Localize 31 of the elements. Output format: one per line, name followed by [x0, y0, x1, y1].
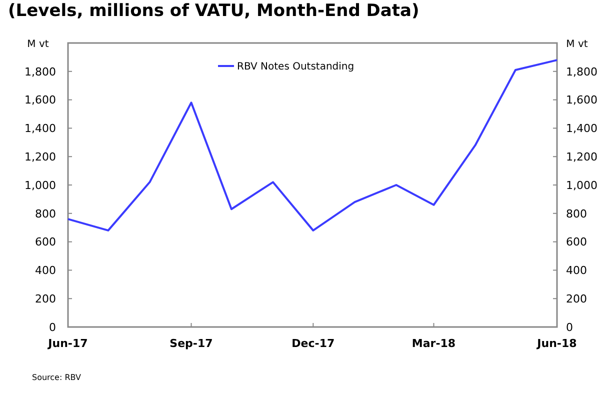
y2-tick-label: 1,800	[566, 65, 598, 78]
y2-tick-label: 200	[566, 292, 587, 306]
y-tick-label: 1,200	[24, 150, 56, 164]
y2-tick-label: 600	[566, 236, 587, 249]
y-tick-label: 1,800	[24, 65, 56, 78]
y2-tick-label: 0	[566, 320, 573, 334]
x-tick-label: Mar-18	[412, 337, 456, 350]
source-note: Source: RBV	[32, 373, 82, 382]
y2-axis-title: M vt	[566, 39, 588, 50]
x-tick-label: Jun-17	[47, 337, 88, 350]
x-tick-label: Sep-17	[170, 337, 213, 350]
y-tick-label: 200	[35, 292, 56, 306]
y-tick-label: 800	[35, 207, 56, 220]
y2-tick-label: 1,600	[566, 94, 598, 107]
line-series	[67, 59, 558, 232]
y-tick-label: 600	[35, 236, 56, 249]
x-tick-label: Dec-17	[292, 337, 335, 350]
y2-tick-label: 400	[566, 264, 587, 278]
chart-title: (Levels, millions of VATU, Month-End Data)	[8, 1, 420, 21]
y-tick-label: 1,000	[24, 178, 56, 192]
y2-tick-label: 800	[566, 207, 587, 220]
y2-tick-label: 1,000	[566, 178, 598, 192]
y-tick-label: 0	[49, 320, 56, 334]
y-tick-label: 1,600	[24, 94, 56, 107]
y-axis-title: M vt	[27, 39, 49, 50]
y-tick-label: 1,400	[24, 122, 56, 136]
x-tick-label: Jun-18	[536, 337, 577, 350]
y2-tick-label: 1,400	[566, 122, 598, 136]
y-tick-label: 400	[35, 264, 56, 278]
legend-label: RBV Notes Outstanding	[237, 62, 354, 72]
y2-tick-label: 1,200	[566, 150, 598, 164]
